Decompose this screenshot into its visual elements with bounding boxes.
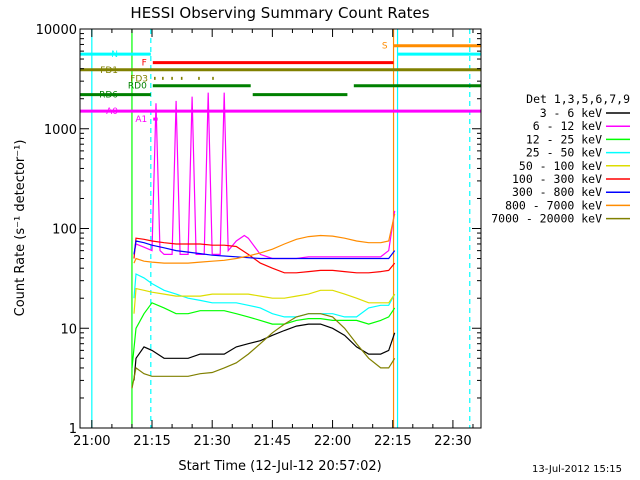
plot-inner: [80, 29, 481, 428]
y-axis-label: Count Rate (s⁻¹ detector⁻¹): [13, 140, 28, 317]
flag-label-s: S: [382, 42, 388, 52]
y-tick-label-4: 10000: [36, 23, 77, 38]
x-tick-label-6: 22:30: [434, 434, 471, 449]
series-line-5: [133, 237, 396, 274]
y-tick-label-2: 100: [52, 223, 77, 238]
chart-title: HESSI Observing Summary Count Rates: [130, 4, 429, 22]
footer-date: 13-Jul-2012 15:15: [532, 464, 622, 475]
series-line-4: [133, 287, 396, 314]
series-line-8: [131, 313, 396, 389]
legend-label-2: 12 - 25 keV: [526, 132, 602, 146]
flag-label-a0: A0: [106, 107, 118, 117]
axes: 21:00 21:15 21:30 21:45 22:00 22:15 22:30 1 10 10…: [36, 23, 481, 449]
legend-label-5: 100 - 300 keV: [512, 172, 602, 186]
flag-label-n: N: [111, 50, 118, 60]
x-tick-label-2: 21:30: [193, 434, 230, 449]
series-line-2: [131, 302, 396, 368]
legend-label-8: 7000 - 20000 keV: [491, 212, 602, 226]
x-tick-label-1: 21:15: [133, 434, 170, 449]
flag-label-fd3: FD3: [130, 74, 148, 84]
legend-label-7: 800 - 7000 keV: [505, 198, 602, 212]
flag-label-fd1: FD1: [100, 66, 118, 76]
x-tick-label-0: 21:00: [73, 434, 110, 449]
y-tick-label-3: 1000: [44, 123, 77, 138]
y-tick-label-1: 10: [60, 322, 77, 337]
series-line-7: [133, 213, 396, 264]
flag-label-rd0: RD0: [128, 82, 147, 92]
legend-label-3: 25 - 50 keV: [526, 146, 602, 160]
legend-label-1: 6 - 12 keV: [533, 119, 602, 133]
legend-title: Det 1,3,5,6,7,9: [526, 92, 630, 106]
flag-label-rd6: RD6: [99, 91, 118, 101]
series-line-0: [133, 323, 396, 381]
x-tick-label-5: 22:15: [374, 434, 411, 449]
flag-label-a1: A1: [135, 115, 147, 125]
y-tick-label-0: 1: [69, 422, 77, 437]
x-tick-label-4: 22:00: [314, 434, 351, 449]
flag-label-f: F: [142, 59, 147, 69]
x-tick-label-3: 21:45: [254, 434, 291, 449]
series-line-1: [133, 92, 396, 260]
series-line-3: [133, 273, 396, 318]
x-axis-label: Start Time (12-Jul-12 20:57:02): [178, 459, 381, 474]
legend-label-6: 300 - 800 keV: [512, 185, 602, 199]
legend-label-0: 3 - 6 keV: [540, 106, 602, 120]
series-line-6: [133, 240, 396, 260]
legend-label-4: 50 - 100 keV: [519, 159, 602, 173]
